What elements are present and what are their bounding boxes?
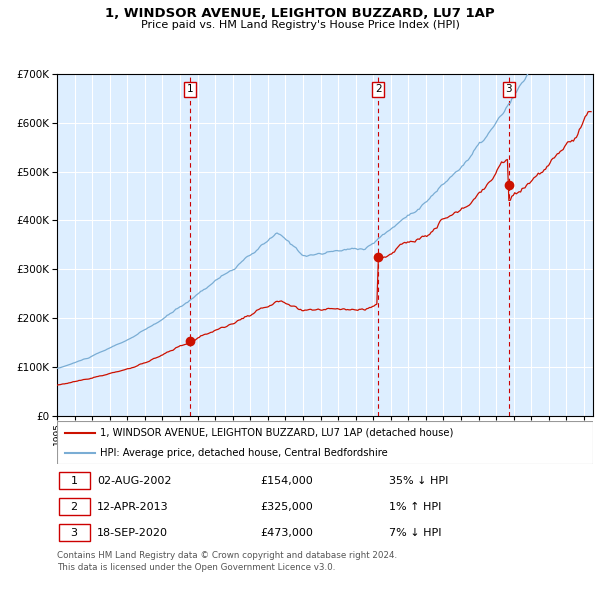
Text: £473,000: £473,000 xyxy=(260,528,313,537)
Text: 1: 1 xyxy=(71,476,77,486)
FancyBboxPatch shape xyxy=(59,525,89,541)
FancyBboxPatch shape xyxy=(59,473,89,489)
Text: £325,000: £325,000 xyxy=(260,502,313,512)
Text: 1: 1 xyxy=(187,84,193,94)
Text: 35% ↓ HPI: 35% ↓ HPI xyxy=(389,476,449,486)
Text: 3: 3 xyxy=(505,84,512,94)
Text: 2: 2 xyxy=(375,84,382,94)
Text: Price paid vs. HM Land Registry's House Price Index (HPI): Price paid vs. HM Land Registry's House … xyxy=(140,20,460,30)
Text: HPI: Average price, detached house, Central Bedfordshire: HPI: Average price, detached house, Cent… xyxy=(100,448,388,458)
Text: £154,000: £154,000 xyxy=(260,476,313,486)
Text: 7% ↓ HPI: 7% ↓ HPI xyxy=(389,528,442,537)
Text: 1, WINDSOR AVENUE, LEIGHTON BUZZARD, LU7 1AP: 1, WINDSOR AVENUE, LEIGHTON BUZZARD, LU7… xyxy=(105,7,495,20)
Text: 3: 3 xyxy=(71,528,77,537)
Text: 1% ↑ HPI: 1% ↑ HPI xyxy=(389,502,442,512)
Text: 18-SEP-2020: 18-SEP-2020 xyxy=(97,528,168,537)
FancyBboxPatch shape xyxy=(59,499,89,515)
Text: 1, WINDSOR AVENUE, LEIGHTON BUZZARD, LU7 1AP (detached house): 1, WINDSOR AVENUE, LEIGHTON BUZZARD, LU7… xyxy=(100,428,453,438)
Text: 12-APR-2013: 12-APR-2013 xyxy=(97,502,169,512)
Text: Contains HM Land Registry data © Crown copyright and database right 2024.: Contains HM Land Registry data © Crown c… xyxy=(57,551,397,560)
Text: This data is licensed under the Open Government Licence v3.0.: This data is licensed under the Open Gov… xyxy=(57,563,335,572)
Text: 2: 2 xyxy=(71,502,78,512)
Text: 02-AUG-2002: 02-AUG-2002 xyxy=(97,476,172,486)
